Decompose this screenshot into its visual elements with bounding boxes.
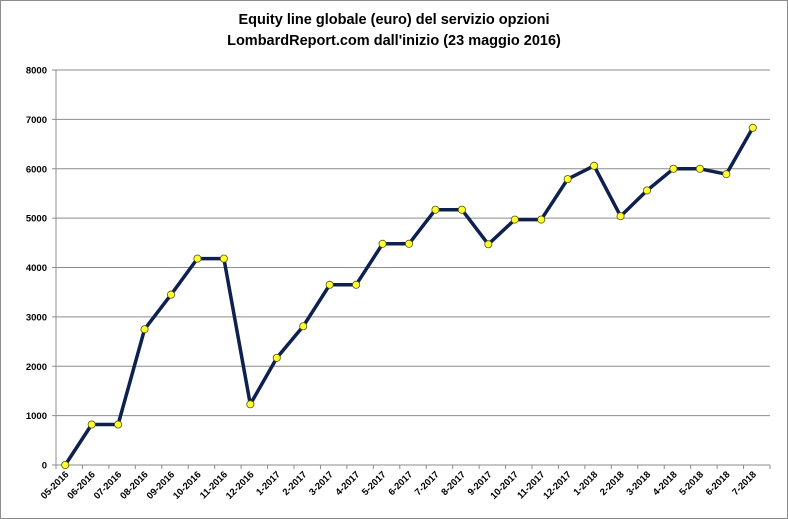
data-point	[484, 240, 493, 249]
data-point	[722, 170, 731, 179]
chart-title-line-1: Equity line globale (euro) del servizio …	[238, 12, 550, 28]
x-tick-label: 07-2016	[92, 469, 124, 501]
data-point	[272, 353, 281, 362]
data-point	[431, 205, 440, 214]
y-tick-label: 0	[42, 461, 47, 472]
x-tick-label: 8-2017	[439, 469, 468, 498]
x-tick-label: 2-2018	[598, 469, 627, 498]
data-point	[457, 205, 466, 214]
x-tick-label: 4-2017	[334, 469, 363, 498]
data-point	[404, 239, 413, 248]
data-point	[616, 212, 625, 221]
data-point	[352, 280, 361, 289]
data-point	[61, 460, 70, 469]
x-tick-label: 1-2017	[254, 469, 283, 498]
data-point	[219, 254, 228, 263]
y-tick-label: 8000	[26, 66, 47, 77]
x-tick-label: 5-2018	[677, 469, 706, 498]
x-tick-label: 05-2016	[39, 469, 71, 501]
data-point	[510, 215, 519, 224]
x-tick-label: 12-2016	[224, 469, 256, 501]
y-tick-label: 1000	[26, 411, 47, 422]
x-tick-label: 7-2017	[413, 469, 442, 498]
data-point	[643, 186, 652, 195]
data-point	[563, 175, 572, 184]
data-point	[299, 322, 308, 331]
chart-title: Equity line globale (euro) del servizio …	[0, 10, 788, 52]
x-tick-label: 2-2017	[281, 469, 310, 498]
data-point	[114, 420, 123, 429]
y-tick-label: 6000	[26, 164, 47, 175]
data-point	[87, 420, 96, 429]
x-tick-label: 12-2017	[541, 469, 573, 501]
x-tick-label: 4-2018	[651, 469, 680, 498]
x-tick-label: 08-2016	[118, 469, 150, 501]
data-point	[246, 400, 255, 409]
data-point	[140, 325, 149, 334]
data-point	[325, 280, 334, 289]
x-tick-label: 09-2016	[145, 469, 177, 501]
x-tick-label: 10-2017	[488, 469, 520, 501]
data-point	[695, 164, 704, 173]
data-point	[748, 123, 757, 132]
x-tick-label: 11-2016	[198, 469, 230, 501]
y-tick-label: 5000	[26, 214, 47, 225]
x-tick-label: 1-2018	[572, 469, 601, 498]
chart-title-line-2: LombardReport.com dall'inizio (23 maggio…	[227, 33, 561, 49]
x-tick-label: 06-2016	[65, 469, 97, 501]
y-tick-label: 4000	[26, 263, 47, 274]
x-tick-label: 10-2016	[171, 469, 203, 501]
data-point	[537, 215, 546, 224]
x-tick-label: 6-2018	[704, 469, 733, 498]
data-point	[193, 254, 202, 263]
data-point	[166, 290, 175, 299]
x-tick-label: 5-2017	[360, 469, 389, 498]
data-point	[378, 239, 387, 248]
x-tick-label: 11-2017	[515, 469, 547, 501]
x-tick-label: 6-2017	[386, 469, 415, 498]
x-tick-label: 3-2017	[307, 469, 336, 498]
data-point	[669, 164, 678, 173]
x-tick-label: 3-2018	[624, 469, 653, 498]
y-tick-label: 3000	[26, 312, 47, 323]
y-tick-label: 7000	[26, 115, 47, 126]
data-point	[590, 161, 599, 170]
x-tick-label: 7-2018	[730, 469, 759, 498]
y-tick-label: 2000	[26, 362, 47, 373]
